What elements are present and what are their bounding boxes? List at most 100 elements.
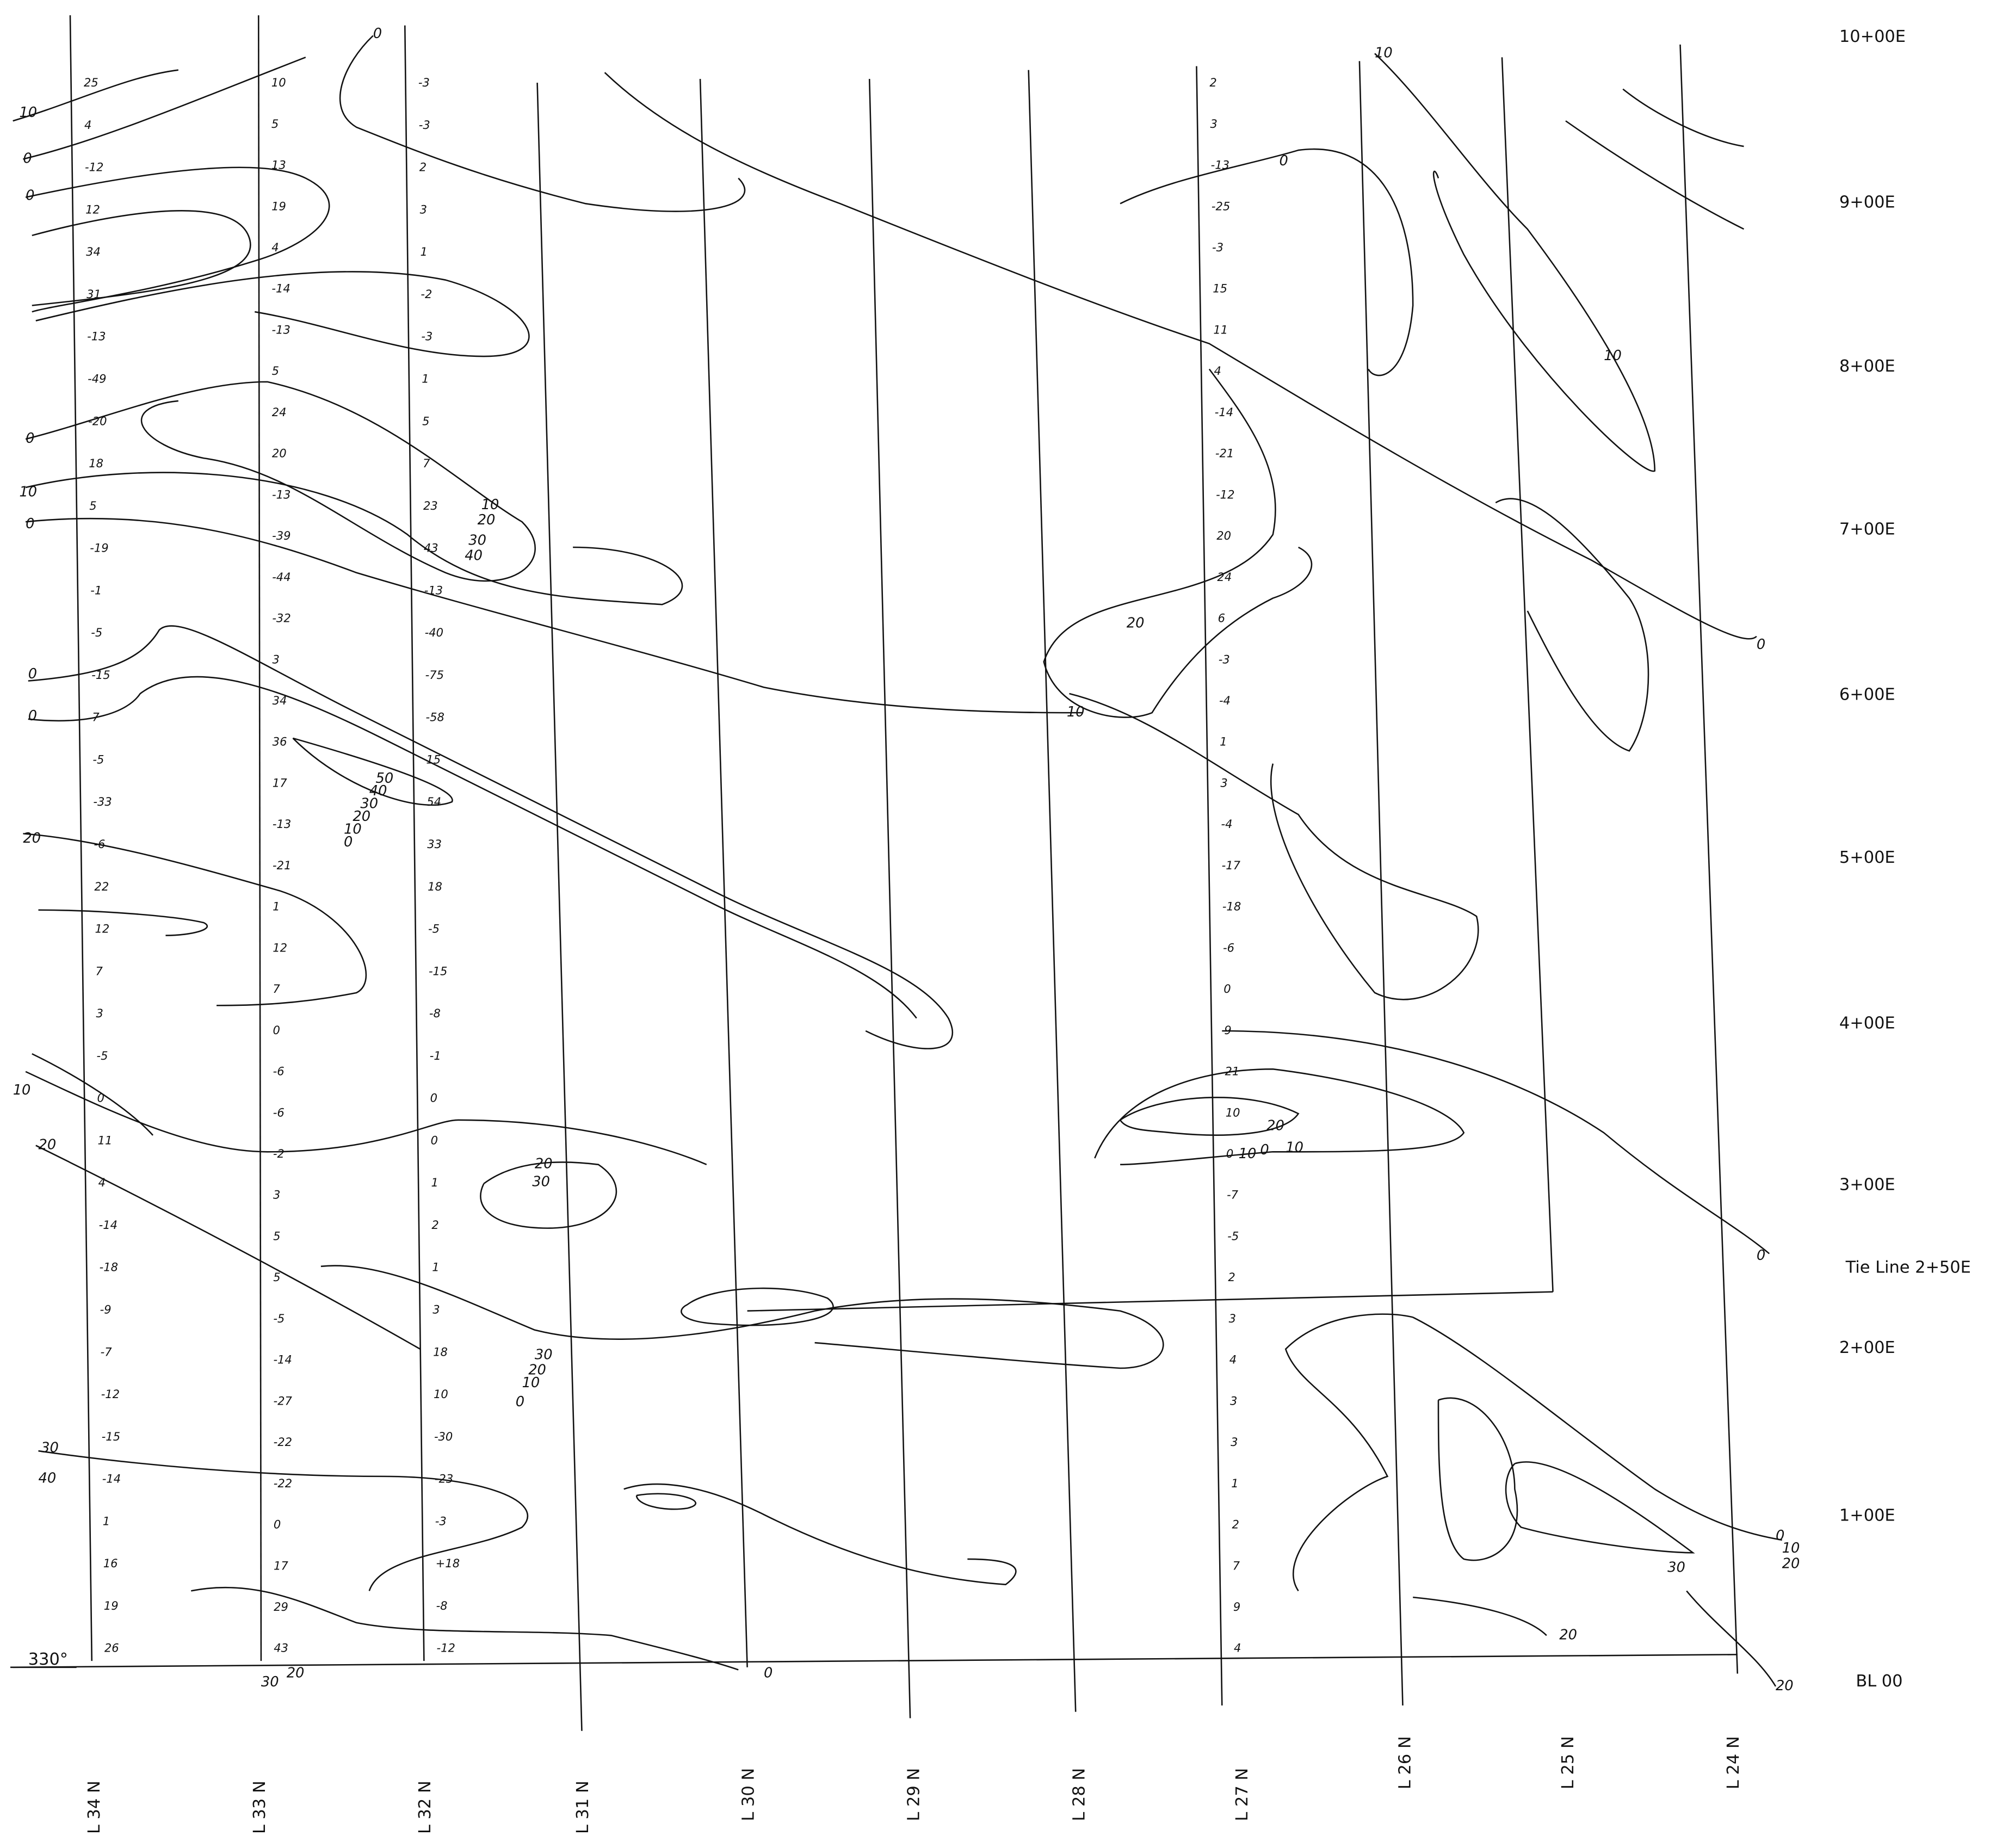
reading: 7 bbox=[273, 982, 280, 996]
reading: 1 bbox=[273, 900, 280, 913]
contour-label: 0 bbox=[23, 150, 32, 166]
reading: -5 bbox=[1227, 1229, 1239, 1243]
reading: -12 bbox=[101, 1387, 120, 1401]
tie-line-label: Tie Line 2+50E bbox=[1845, 1258, 1971, 1277]
reading: 3 bbox=[1231, 1435, 1238, 1449]
reading: 0 bbox=[431, 1133, 438, 1147]
reading: -15 bbox=[102, 1430, 120, 1443]
reading: 9 bbox=[1224, 1023, 1231, 1037]
reading: 10 bbox=[434, 1387, 448, 1401]
reading: 12 bbox=[95, 922, 109, 936]
reading: 54 bbox=[427, 795, 441, 808]
reading: 17 bbox=[274, 1559, 288, 1572]
contour-label: 10 bbox=[1067, 704, 1085, 720]
line-label: L 32 N bbox=[416, 1781, 435, 1834]
reading: -44 bbox=[272, 570, 291, 584]
reading: 0 bbox=[1223, 982, 1231, 996]
baseline-label: BL 00 bbox=[1856, 1672, 1902, 1691]
reading: 2 bbox=[431, 1218, 438, 1232]
reading: 24 bbox=[1217, 570, 1232, 584]
reading: 20 bbox=[1216, 529, 1231, 542]
contour-label: 10 bbox=[19, 484, 37, 500]
contour-label: 20 bbox=[1127, 615, 1145, 631]
reading: 18 bbox=[428, 880, 442, 893]
reading: 19 bbox=[271, 199, 286, 213]
reading: -3 bbox=[1219, 652, 1230, 666]
reading: -13 bbox=[87, 330, 106, 343]
survey-line bbox=[1502, 57, 1553, 1291]
reading: 11 bbox=[1213, 323, 1228, 336]
station-label: 1+00E bbox=[1839, 1506, 1895, 1525]
survey-line bbox=[1359, 61, 1403, 1705]
contour-label: 0 bbox=[26, 187, 34, 203]
contour-label: 20 bbox=[478, 512, 496, 528]
contour-label: 10 bbox=[1375, 45, 1393, 61]
reading: -14 bbox=[1215, 405, 1233, 419]
survey-line bbox=[70, 15, 92, 1661]
station-label: 4+00E bbox=[1839, 1013, 1895, 1033]
reading: 1 bbox=[1220, 735, 1227, 749]
reading: -14 bbox=[102, 1472, 121, 1486]
reading: +18 bbox=[436, 1556, 460, 1570]
contour-label: 10 bbox=[1604, 348, 1622, 364]
reading: -58 bbox=[426, 710, 444, 724]
contour-label: 30 bbox=[535, 1347, 553, 1363]
page: {"survey_lines": [ {"label": "L 34 N", "… bbox=[0, 0, 1996, 1848]
reading: -12 bbox=[1216, 487, 1234, 501]
reading: 36 bbox=[273, 735, 287, 749]
reading: 5 bbox=[273, 1229, 280, 1243]
survey-line bbox=[1680, 45, 1737, 1674]
reading: 5 bbox=[272, 364, 279, 378]
contour-label: 40 bbox=[38, 1470, 56, 1487]
reading: -39 bbox=[272, 529, 291, 542]
reading: -1 bbox=[430, 1049, 441, 1062]
reading: 19 bbox=[104, 1599, 119, 1612]
reading: -8 bbox=[436, 1599, 448, 1612]
reading: 4 bbox=[1214, 364, 1221, 378]
contour-label: 10 bbox=[1239, 1146, 1257, 1162]
contour-label: 0 bbox=[344, 834, 353, 850]
reading: 4 bbox=[84, 118, 91, 132]
reading: 20 bbox=[272, 447, 287, 460]
survey-line bbox=[700, 79, 747, 1667]
contour-label: 10 bbox=[1286, 1139, 1303, 1155]
contour-label: 20 bbox=[1782, 1555, 1800, 1572]
contour-label: 30 bbox=[41, 1439, 59, 1456]
reading: -5 bbox=[92, 752, 104, 766]
reading: 17 bbox=[273, 776, 287, 789]
reading: 7 bbox=[92, 710, 100, 724]
survey-line bbox=[537, 83, 582, 1731]
reading: 10 bbox=[1226, 1105, 1240, 1119]
survey-line bbox=[1029, 70, 1076, 1712]
reading: 3 bbox=[420, 202, 427, 216]
reading: 43 bbox=[424, 541, 438, 555]
line-label: L 28 N bbox=[1070, 1768, 1089, 1821]
line-label: L 33 N bbox=[250, 1781, 269, 1834]
survey-line bbox=[258, 15, 261, 1661]
contour-label: 0 bbox=[28, 666, 37, 682]
reading: 1 bbox=[432, 1260, 439, 1274]
reading: -7 bbox=[101, 1345, 113, 1358]
station-label: 5+00E bbox=[1839, 848, 1895, 867]
reading: 0 bbox=[97, 1091, 104, 1105]
reading: 12 bbox=[273, 941, 287, 954]
reading: -40 bbox=[425, 626, 443, 639]
reading: 0 bbox=[1226, 1147, 1233, 1160]
map: L 34 N254-12123431-13-49-20185-19-1-5-15… bbox=[0, 0, 1996, 1848]
reading: -14 bbox=[99, 1218, 118, 1232]
reading: -20 bbox=[88, 414, 107, 428]
reading: 0 bbox=[430, 1091, 437, 1105]
line-label: L 26 N bbox=[1396, 1736, 1415, 1789]
reading: -21 bbox=[273, 858, 291, 872]
reading: -1 bbox=[90, 583, 102, 597]
reading: 2 bbox=[1209, 76, 1216, 89]
contour-label: 0 bbox=[1776, 1528, 1784, 1544]
reading: 12 bbox=[85, 202, 100, 216]
reading: -15 bbox=[91, 668, 110, 682]
reading: -13 bbox=[424, 583, 443, 597]
reading: 26 bbox=[104, 1641, 119, 1655]
reading: -6 bbox=[273, 1105, 285, 1119]
reading: -22 bbox=[274, 1476, 292, 1490]
reading: -18 bbox=[1222, 900, 1241, 913]
line-label: L 29 N bbox=[904, 1768, 923, 1821]
